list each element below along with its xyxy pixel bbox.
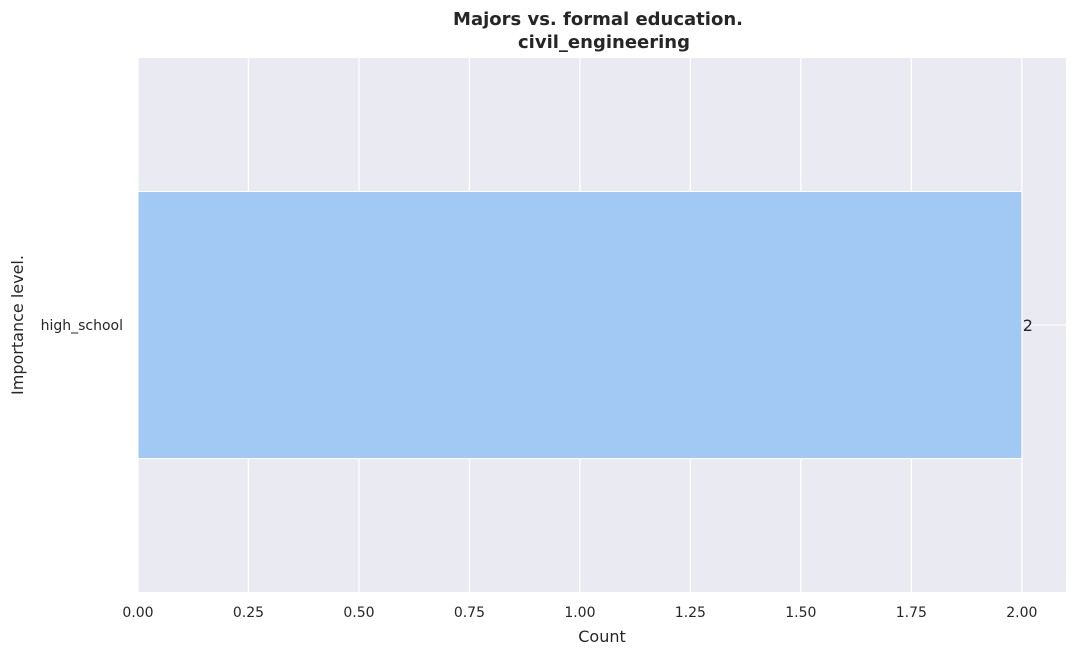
x-tick-label: 0.00 bbox=[122, 605, 153, 621]
y-axis-label: Importance level. bbox=[8, 255, 27, 395]
data-labels: 2 bbox=[1023, 316, 1033, 335]
x-tick-label: 1.50 bbox=[785, 605, 816, 621]
bars bbox=[137, 191, 1023, 459]
bar-value-label: 2 bbox=[1023, 316, 1033, 335]
chart-title-line2: civil_engineering bbox=[518, 32, 690, 53]
x-tick-label: 0.50 bbox=[343, 605, 374, 621]
bar-high-school bbox=[137, 191, 1023, 459]
x-tick-labels: 0.00 0.25 0.50 0.75 1.00 1.25 1.50 1.75 2.00 bbox=[122, 605, 1037, 621]
x-axis-label: Count bbox=[578, 627, 626, 646]
y-tick-labels: high_school bbox=[41, 318, 123, 334]
x-tick-label: 1.00 bbox=[564, 605, 595, 621]
chart-title-line1: Majors vs. formal education. bbox=[453, 9, 743, 30]
x-tick-label: 1.25 bbox=[675, 605, 706, 621]
x-tick-label: 1.75 bbox=[896, 605, 927, 621]
x-tick-label: 2.00 bbox=[1006, 605, 1037, 621]
y-tick-label: high_school bbox=[41, 318, 123, 334]
x-tick-label: 0.75 bbox=[454, 605, 485, 621]
x-tick-label: 0.25 bbox=[233, 605, 264, 621]
